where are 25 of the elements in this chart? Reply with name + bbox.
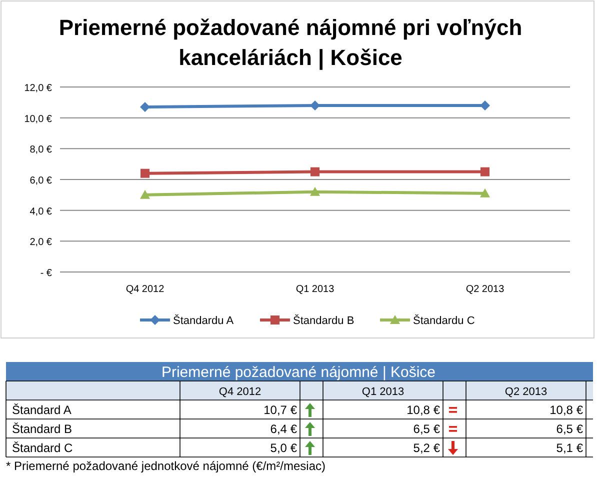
point — [140, 168, 150, 178]
x-tick-label: Q2 2013 — [466, 284, 505, 295]
point — [140, 190, 150, 199]
y-tick-label: 2,0 € — [30, 237, 52, 248]
y-tick-label: 8,0 € — [30, 144, 52, 156]
point — [480, 188, 490, 198]
x-tick-label: Q4 2012 — [126, 284, 165, 295]
point — [310, 100, 320, 110]
point — [140, 102, 150, 112]
legend-label: Štandardu B — [293, 314, 354, 327]
x-tick-label: Q1 2013 — [296, 284, 335, 295]
point — [310, 186, 320, 196]
y-tick-label: 6,0 € — [30, 176, 52, 186]
point — [480, 167, 490, 176]
values-table: Priemerné požadované nájomné | Košice Q4 2012 Q1 2013 Q2 2013 Štandard A 10,7 € 10,8 € 10,8 € Štandard B 6,4 € 6,5 € 6,5 € Štandard C 5,0 € 5,2 € 5,1 € — [6, 362, 594, 458]
y-tick-label: 12,0 € — [24, 83, 52, 94]
chart-title: Priemerné požadované nájomné pri voľných kanceláriách | Košice — [58, 15, 522, 70]
legend-label: Štandardu A — [173, 314, 234, 327]
legend-label: Štandardu C — [413, 314, 475, 327]
point — [480, 100, 490, 110]
y-tick-label: 4,0 € — [30, 206, 52, 218]
point — [310, 167, 320, 176]
y-tick-label: 10,0 € — [24, 114, 52, 125]
text: * Priemerné požadované jednotkové nájomné (€/m²/mesiac) — [6, 459, 326, 473]
y-tick-label: - € — [40, 268, 52, 279]
